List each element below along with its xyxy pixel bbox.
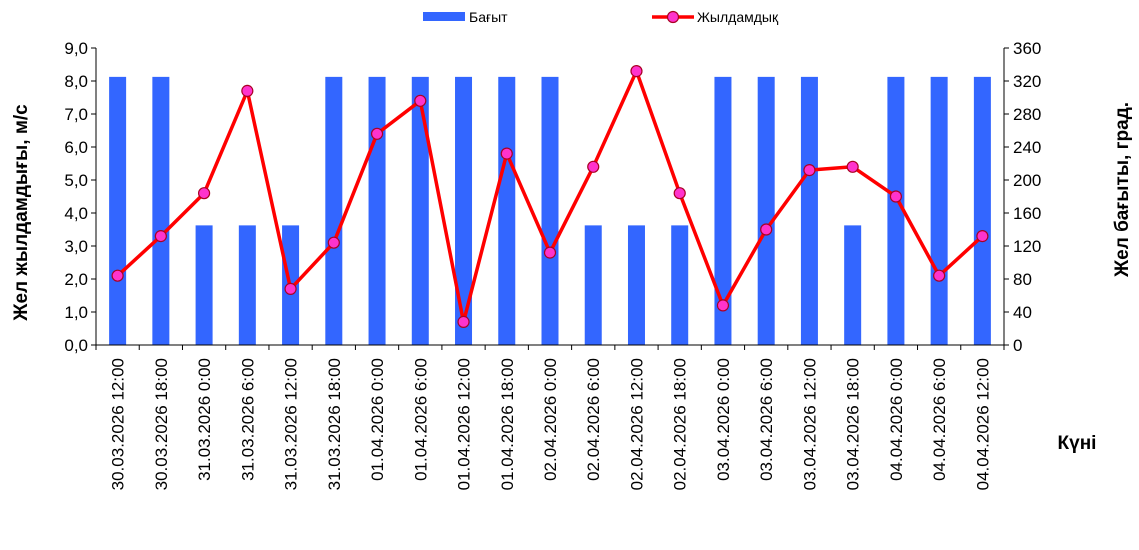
point-speed [716,299,730,312]
bar-direction [584,225,602,345]
bar-direction [109,76,127,345]
x-tick-label: 01.04.2026 0:00 [368,358,387,481]
y-left-tick-label: 5,0 [64,171,88,190]
bar-direction [325,76,343,345]
x-tick-label: 31.03.2026 18:00 [325,358,344,490]
y-right-tick-label: 160 [1013,204,1041,223]
point-speed [414,94,427,107]
bar-direction [887,76,905,345]
bar-direction [973,76,991,345]
x-tick-label: 30.03.2026 18:00 [152,358,171,490]
y-axis-right-title: Жел бағыты, град. [1112,102,1133,278]
point-speed [673,187,686,200]
y-left-tick-label: 0,0 [64,336,88,355]
bar-direction [152,76,170,345]
y-left-tick-label: 1,0 [64,303,88,322]
x-tick-label: 30.03.2026 12:00 [109,358,128,490]
point-speed [933,269,946,282]
point-speed [111,269,124,282]
bar-direction [195,225,213,345]
y-left-tick-label: 6,0 [64,138,88,157]
bar-direction [800,76,818,345]
bar-direction [757,76,775,345]
point-speed [197,187,211,200]
bar-direction [238,225,256,345]
y-right-tick-label: 280 [1013,105,1041,124]
legend-label-speed: Жылдамдық [697,9,779,25]
bar-direction [671,225,689,345]
y-left-tick-label: 4,0 [64,204,88,223]
point-speed [457,315,470,328]
y-right-tick-label: 40 [1013,303,1032,322]
point-speed [760,223,773,236]
bar-direction [411,76,429,345]
point-speed [241,84,254,98]
legend-swatch-direction [423,12,465,21]
x-tick-label: 02.04.2026 6:00 [584,358,603,481]
y-right-tick-label: 360 [1013,39,1041,58]
point-speed [327,236,340,249]
point-speed [543,246,557,259]
y-left-tick-label: 7,0 [64,105,88,124]
x-tick-label: 02.04.2026 18:00 [671,358,690,490]
x-tick-label: 31.03.2026 6:00 [238,358,257,481]
legend-swatch-speed-marker [666,10,680,24]
point-speed [976,230,989,243]
point-speed [803,164,816,177]
x-axis-title: Күні [1058,433,1097,454]
y-left-tick-label: 9,0 [64,39,88,58]
point-speed [587,160,600,173]
bar-direction [368,76,386,345]
y-right-tick-label: 200 [1013,171,1041,190]
bar-direction [498,76,516,345]
x-tick-label: 04.04.2026 6:00 [930,358,949,481]
bar-direction [455,76,473,345]
x-tick-label: 02.04.2026 0:00 [541,358,560,481]
point-speed [500,147,513,160]
point-speed [370,127,384,140]
y-left-tick-label: 8,0 [64,72,88,91]
y-right-tick-label: 240 [1013,138,1041,157]
x-tick-label: 01.04.2026 18:00 [498,358,517,490]
bar-direction [714,76,732,345]
x-tick-label: 03.04.2026 0:00 [714,358,733,481]
y-axis-left-title: Жел жылдамдығы, м/с [11,104,32,322]
y-right-tick-label: 80 [1013,270,1032,289]
x-tick-label: 04.04.2026 0:00 [887,358,906,481]
x-tick-label: 03.04.2026 18:00 [844,358,863,490]
point-speed [846,160,859,173]
x-tick-label: 31.03.2026 12:00 [282,358,301,490]
y-left-tick-label: 2,0 [64,270,88,289]
y-left-tick-label: 3,0 [64,237,88,256]
x-tick-label: 01.04.2026 6:00 [411,358,430,481]
bar-direction [541,76,559,345]
y-right-tick-label: 120 [1013,237,1041,256]
point-speed [284,282,297,295]
x-tick-label: 03.04.2026 6:00 [757,358,776,481]
y-right-tick-label: 0 [1013,336,1022,355]
x-tick-label: 02.04.2026 12:00 [627,358,646,490]
bar-direction [844,225,862,345]
bar-direction [627,225,645,345]
y-right-tick-label: 320 [1013,72,1041,91]
point-speed [889,190,903,203]
x-tick-label: 31.03.2026 0:00 [195,358,214,481]
x-tick-label: 01.04.2026 12:00 [455,358,474,490]
point-speed [630,64,643,78]
x-tick-label: 04.04.2026 12:00 [973,358,992,490]
legend-label-direction: Бағыт [469,9,508,25]
x-tick-label: 03.04.2026 12:00 [800,358,819,490]
point-speed [154,230,167,243]
bar-direction [930,76,948,345]
